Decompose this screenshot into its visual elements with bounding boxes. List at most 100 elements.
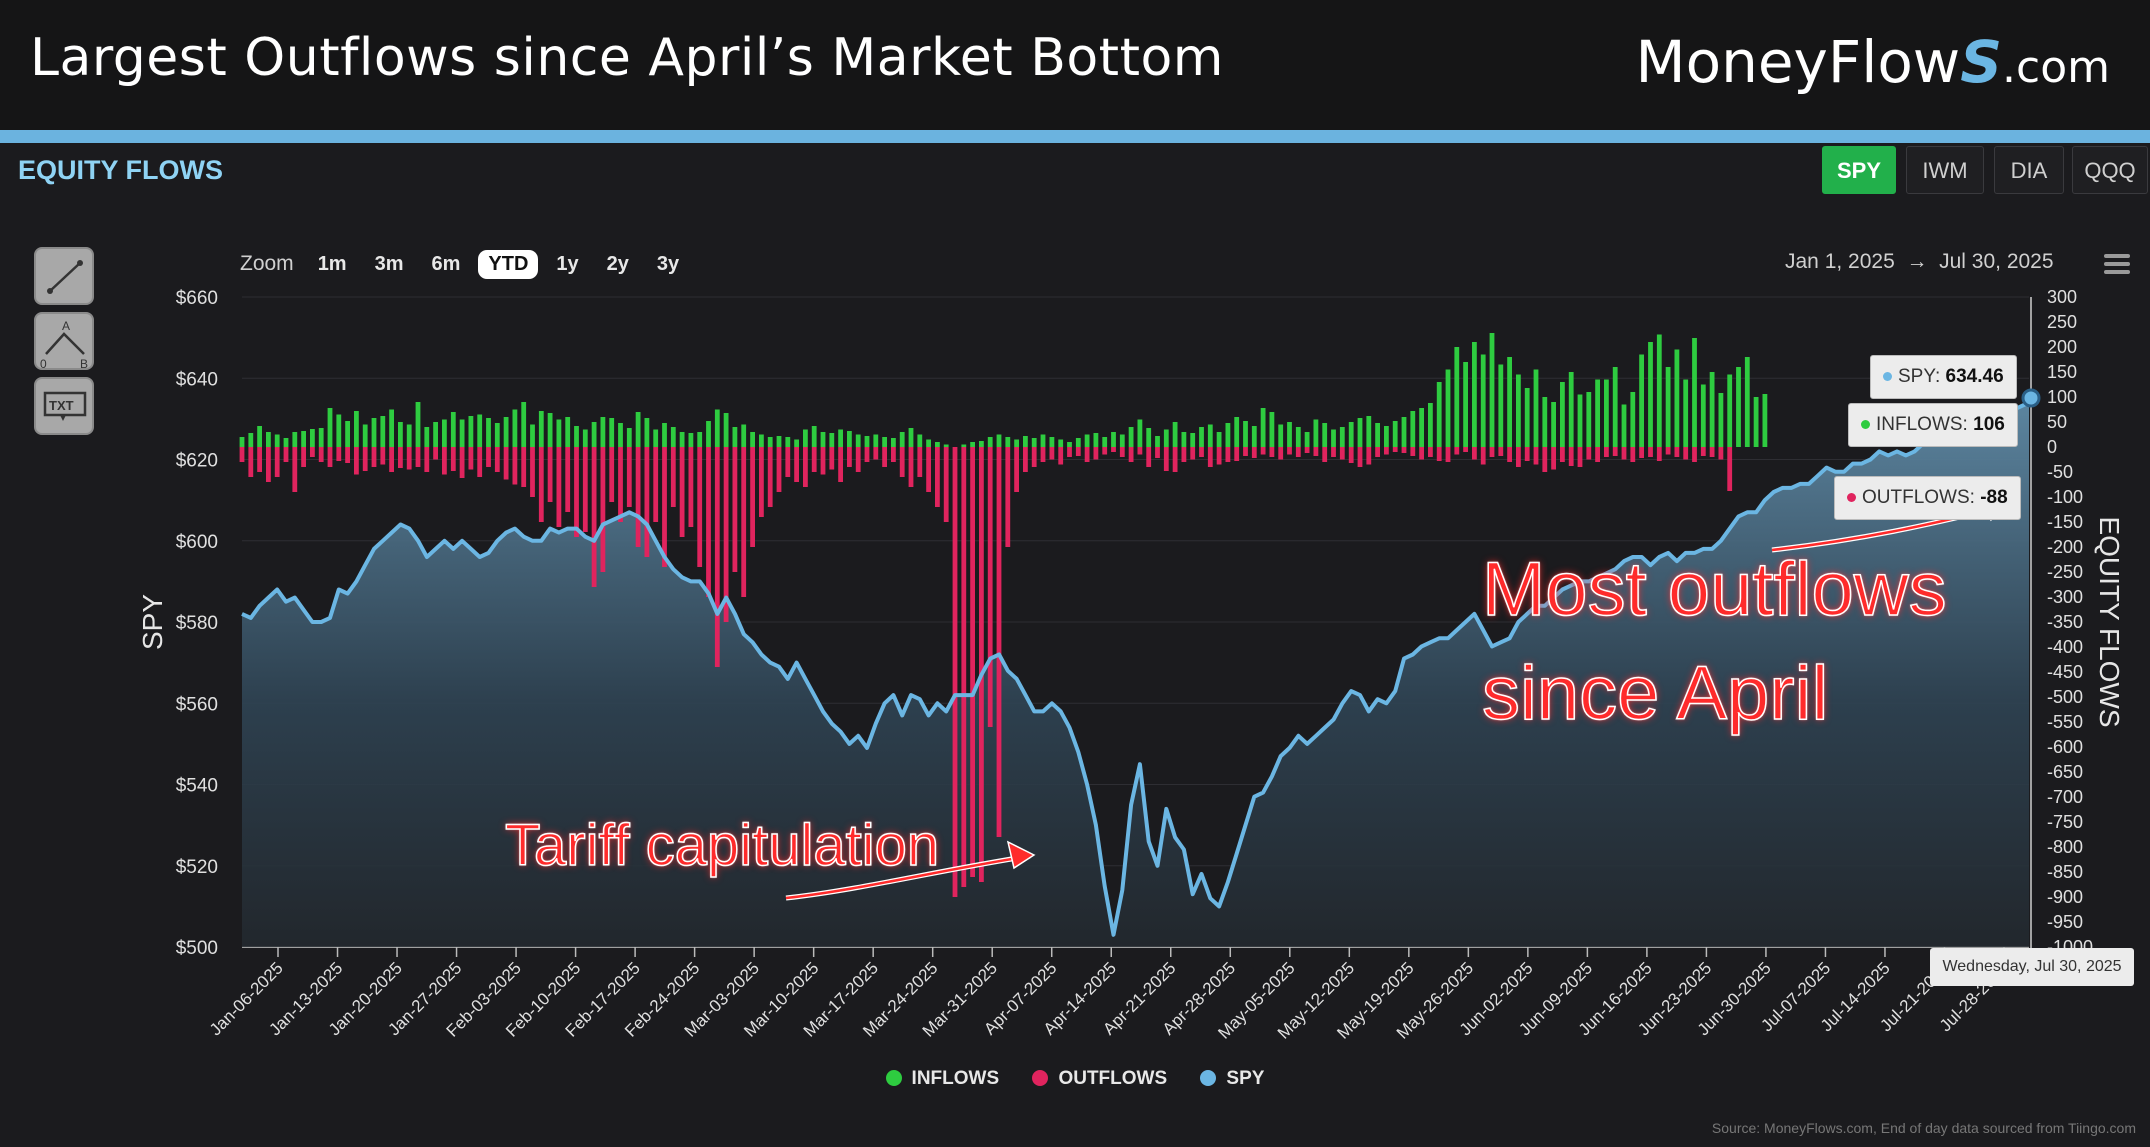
chart-menu-icon[interactable] xyxy=(2104,254,2130,276)
outflow-bar xyxy=(398,447,403,468)
inflow-bar xyxy=(829,433,835,447)
inflow-bar xyxy=(917,434,923,447)
inflow-bar xyxy=(1093,433,1099,447)
inflow-bar xyxy=(1604,379,1609,447)
zoom-2y-button[interactable]: 2y xyxy=(606,252,629,275)
range-from[interactable]: Jan 1, 2025 xyxy=(1785,250,1895,273)
inflow-bar xyxy=(565,417,571,447)
inflow-bar xyxy=(803,429,808,447)
legend-item-spy[interactable]: SPY xyxy=(1200,1068,1264,1089)
inflow-bar xyxy=(1287,422,1292,447)
inflow-bar xyxy=(1612,367,1618,447)
outflow-bar xyxy=(697,447,703,567)
draw-line-tool[interactable] xyxy=(34,247,94,305)
outflow-bar xyxy=(389,447,394,472)
inflow-bar xyxy=(1216,432,1222,447)
inflow-bar xyxy=(1665,367,1671,447)
inflow-bar xyxy=(1075,438,1081,447)
outflow-bar xyxy=(1472,447,1477,460)
inflow-bar xyxy=(1472,342,1477,447)
legend-item-outflows[interactable]: OUTFLOWS xyxy=(1032,1068,1167,1089)
measure-tool-icon: A 0 B xyxy=(40,319,88,371)
outflow-bar xyxy=(1595,447,1600,462)
inflow-bar xyxy=(1269,412,1275,447)
outflow-bar xyxy=(979,447,984,882)
brand-stripe xyxy=(0,130,2150,143)
inflow-bar xyxy=(362,424,368,447)
outflow-bar xyxy=(767,447,773,507)
inflow-bar xyxy=(1727,374,1733,447)
outflow-bar xyxy=(1498,447,1504,456)
right-tick-label: -650 xyxy=(2047,762,2083,782)
outflow-bar xyxy=(864,447,870,462)
inflow-bar xyxy=(1410,411,1416,447)
outflow-bar xyxy=(1392,447,1398,452)
inflow-bar xyxy=(1736,367,1741,447)
inflow-bar xyxy=(318,428,324,447)
inflow-bar xyxy=(1084,434,1090,447)
outflow-bar xyxy=(565,447,571,512)
outflow-bar xyxy=(424,447,430,472)
legend-item-inflows[interactable]: INFLOWS xyxy=(885,1068,999,1089)
tooltip-date: Wednesday, Jul 30, 2025 xyxy=(1930,948,2134,986)
outflow-bar xyxy=(899,447,905,477)
outflow-bar xyxy=(266,447,271,482)
outflow-bar xyxy=(1278,447,1284,460)
tooltip-inflows-label: INFLOWS: xyxy=(1876,414,1968,435)
outflow-bar xyxy=(1084,447,1090,462)
tooltip-inflows-value: 106 xyxy=(1973,414,2005,435)
outflow-bar xyxy=(1243,447,1248,456)
ticker-button-iwm[interactable]: IWM xyxy=(1906,146,1984,194)
outflow-bar xyxy=(556,447,562,527)
inflow-bar xyxy=(1225,423,1231,447)
outflow-bar xyxy=(1727,447,1733,491)
inflow-bar xyxy=(767,437,773,447)
measure-tool[interactable]: A 0 B xyxy=(34,312,94,371)
tooltip-outflows-value: -88 xyxy=(1980,487,2008,508)
outflow-bar xyxy=(1331,447,1336,457)
right-axis-ticks: 300 250 200 150 100 50 0 -50 -100 -150 -200 -250 -30… xyxy=(2047,287,2093,957)
outflow-bar xyxy=(318,447,324,462)
text-tool[interactable]: TXT xyxy=(34,377,94,435)
range-to[interactable]: Jul 30, 2025 xyxy=(1939,250,2054,273)
outflow-bar xyxy=(811,447,817,472)
outflow-bar xyxy=(239,447,245,462)
inflow-bar xyxy=(1560,382,1565,447)
ticker-button-spy[interactable]: SPY xyxy=(1822,146,1896,194)
zoom-label: Zoom xyxy=(240,252,294,275)
inflow-bar xyxy=(600,417,606,447)
inflow-bar xyxy=(1040,434,1046,447)
ticker-button-qqq[interactable]: QQQ xyxy=(2072,146,2148,194)
zoom-ytd-button[interactable]: YTD xyxy=(478,249,539,279)
outflow-bar xyxy=(1040,447,1046,462)
ticker-button-dia[interactable]: DIA xyxy=(1994,146,2064,194)
zoom-1m-button[interactable]: 1m xyxy=(317,252,347,275)
brand-logo[interactable]: MoneyFlowS.com xyxy=(1636,28,2110,96)
outflow-bar xyxy=(442,447,447,475)
inflow-bar xyxy=(433,422,438,447)
outflow-bar xyxy=(1428,447,1433,457)
right-tick-label: -850 xyxy=(2047,862,2083,882)
outflow-bar xyxy=(917,447,923,477)
inflow-bar xyxy=(741,424,747,447)
zoom-6m-button[interactable]: 6m xyxy=(431,252,461,275)
inflow-bar xyxy=(811,426,817,447)
zoom-1y-button[interactable]: 1y xyxy=(556,252,579,275)
outflow-bar xyxy=(776,447,782,492)
right-tick-label: -450 xyxy=(2047,662,2083,682)
zoom-3m-button[interactable]: 3m xyxy=(374,252,404,275)
inflow-bar xyxy=(274,434,280,447)
inflow-bar xyxy=(1392,421,1398,447)
outflow-bar xyxy=(1621,447,1627,460)
inflow-bar xyxy=(1366,416,1372,447)
outflow-bar xyxy=(450,447,456,471)
inflow-bar xyxy=(1375,423,1380,447)
inflow-bar xyxy=(380,416,386,447)
legend-outflows-label: OUTFLOWS xyxy=(1058,1068,1168,1089)
outflow-bar xyxy=(1577,447,1583,467)
inflow-bar xyxy=(1031,438,1037,447)
date-range[interactable]: Jan 1, 2025 → Jul 30, 2025 xyxy=(1785,250,2054,274)
brand-main: MoneyFlow xyxy=(1635,28,1961,96)
zoom-3y-button[interactable]: 3y xyxy=(656,252,680,275)
right-tick-label: -950 xyxy=(2047,912,2083,932)
